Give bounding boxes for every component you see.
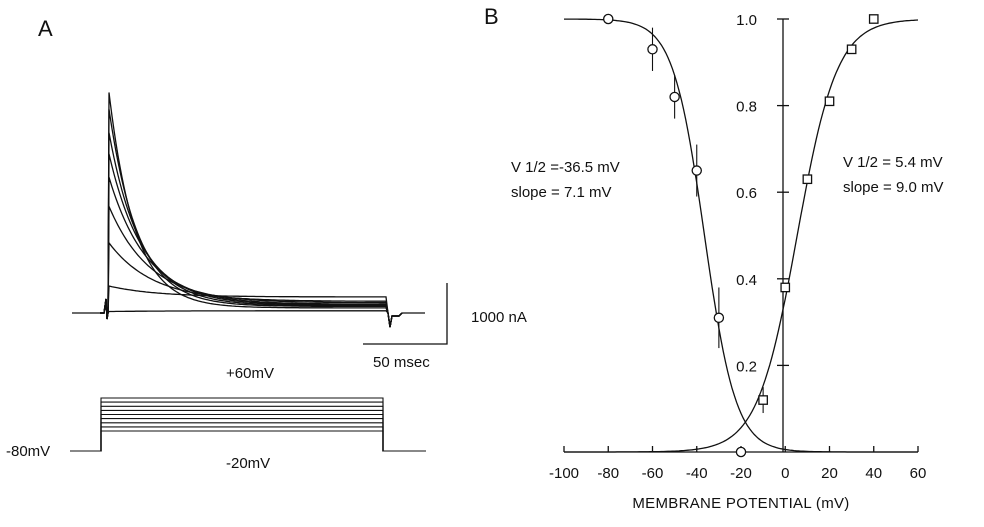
- current-trace-6: [100, 206, 403, 328]
- x-axis-title: MEMBRANE POTENTIAL (mV): [632, 495, 849, 512]
- protocol-low-label: -20mV: [226, 455, 270, 472]
- current-traces: [72, 92, 425, 328]
- x-tick-label-60: 60: [910, 465, 927, 482]
- current-trace-4: [100, 153, 403, 328]
- x-tick-label--80: -80: [597, 465, 619, 482]
- activation-slope-label: slope = 9.0 mV: [843, 179, 943, 196]
- inactivation-vhalf-label: V 1/2 =-36.5 mV: [511, 159, 620, 176]
- current-trace-8: [100, 285, 403, 328]
- data-point-square-30: [846, 44, 857, 55]
- x-tick-label--60: -60: [642, 465, 664, 482]
- data-point-circle--50: [669, 91, 680, 103]
- y-tick-label-0.4: 0.4: [736, 272, 757, 289]
- data-point-square--10: [758, 395, 768, 405]
- protocol-step-20mV: [70, 413, 426, 452]
- protocol-step--20mV: [70, 430, 426, 452]
- axes-b: [564, 19, 918, 453]
- y-tick-label-1: 1.0: [736, 12, 757, 29]
- data-point-circle--80: [603, 13, 614, 25]
- x-tick-label-20: 20: [821, 465, 838, 482]
- x-tick-label--20: -20: [730, 465, 752, 482]
- current-trace-9: [100, 298, 403, 328]
- current-trace-7: [100, 241, 403, 328]
- x-tick-label--40: -40: [686, 465, 708, 482]
- x-tick-label-0: 0: [781, 465, 789, 482]
- data-point-square-10: [802, 174, 813, 185]
- y-tick-label-0.8: 0.8: [736, 99, 757, 116]
- protocol-step-40mV: [70, 405, 426, 452]
- panel-label-a: A: [38, 16, 53, 41]
- inactivation-fit-curve: [564, 18, 918, 453]
- data-point-square-0: [780, 282, 791, 293]
- ticks-b: -100 -80 -60 -40 -20 0 20 40 60 0.2 0.4 0.6 0.8 1.0: [549, 12, 926, 482]
- data-point-square-20: [824, 96, 835, 107]
- activation-vhalf-label: V 1/2 = 5.4 mV: [843, 154, 943, 171]
- scale-bar-current-label: 1000 nA: [471, 309, 527, 326]
- y-tick-label-0.2: 0.2: [736, 358, 757, 375]
- current-trace-2: [100, 109, 403, 328]
- scale-bar-time-label: 50 msec: [373, 354, 430, 371]
- protocol-high-label: +60mV: [226, 365, 274, 382]
- data-point-circle--40: [691, 165, 703, 176]
- current-trace-3: [100, 132, 403, 328]
- protocol-holding-label: -80mV: [6, 443, 50, 460]
- fit-curves: [564, 18, 919, 453]
- panel-label-b: B: [484, 4, 499, 29]
- protocol-step-60mV: [70, 397, 426, 452]
- inactivation-slope-label: slope = 7.1 mV: [511, 184, 611, 201]
- data-point-circle--30: [713, 312, 725, 324]
- scale-bar-lines: [363, 283, 448, 345]
- protocol-step-10mV: [70, 418, 426, 452]
- scale-bar: 1000 nA 50 msec: [363, 283, 527, 371]
- error-bars: [651, 27, 764, 414]
- current-trace-5: [100, 177, 403, 328]
- x-tick-label-40: 40: [865, 465, 882, 482]
- activation-fit-curve: [564, 19, 919, 453]
- data-point-square-40: [868, 14, 879, 24]
- x-tick-label--100: -100: [549, 465, 579, 482]
- y-tick-label-0.6: 0.6: [736, 185, 757, 202]
- data-markers: [603, 13, 879, 458]
- data-point-circle--20: [735, 446, 747, 458]
- voltage-protocol: [70, 397, 426, 452]
- data-point-circle--60: [647, 44, 658, 55]
